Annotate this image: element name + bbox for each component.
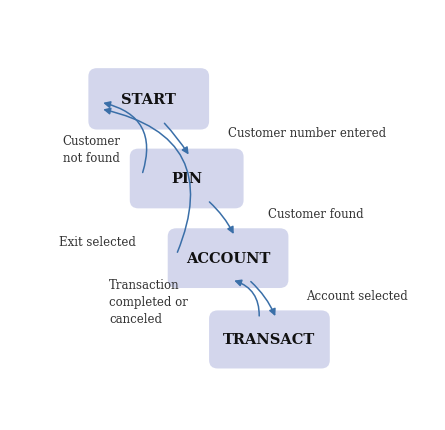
Text: Transaction
completed or
canceled: Transaction completed or canceled: [109, 278, 188, 325]
FancyBboxPatch shape: [89, 69, 209, 130]
FancyBboxPatch shape: [168, 229, 288, 289]
Text: Customer
not found: Customer not found: [62, 134, 121, 164]
Text: Customer found: Customer found: [268, 207, 364, 220]
Text: START: START: [121, 92, 176, 107]
Text: PIN: PIN: [171, 172, 202, 186]
Text: Customer number entered: Customer number entered: [228, 126, 386, 139]
FancyBboxPatch shape: [130, 149, 243, 209]
Text: Exit selected: Exit selected: [59, 236, 136, 249]
Text: ACCOUNT: ACCOUNT: [186, 252, 270, 265]
Text: Account selected: Account selected: [306, 289, 408, 302]
FancyBboxPatch shape: [209, 311, 330, 369]
Text: TRANSACT: TRANSACT: [223, 333, 316, 347]
